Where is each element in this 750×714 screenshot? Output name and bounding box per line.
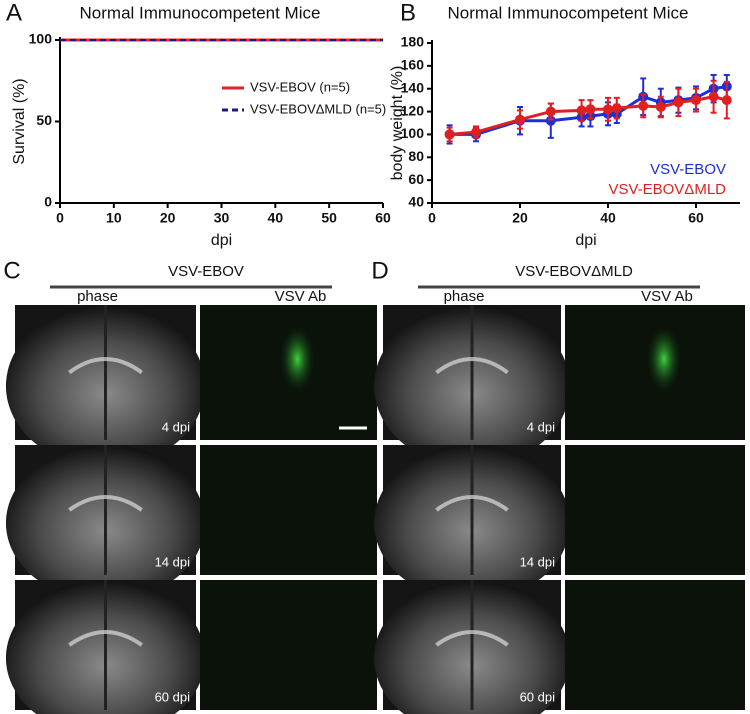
panel-label: A [6,0,22,26]
marker [673,97,684,108]
column-label: VSV Ab [641,288,693,305]
time-label: 60 dpi [155,689,191,704]
ventricle [435,630,509,647]
antibody-image [200,445,377,575]
column-label: VSV Ab [275,288,327,305]
panel-label: D [371,257,388,284]
time-label: 60 dpi [520,689,556,704]
marker [603,104,613,115]
x-tick-label: 50 [321,210,337,226]
y-tick-label: 80 [408,148,424,164]
chart-title: Normal Immunocompetent Mice [80,3,321,22]
panel-title: VSV-EBOV [168,263,244,280]
legend-label: VSV-EBOVΔMLD [608,181,726,198]
marker [721,95,732,106]
x-tick-label: 40 [600,210,616,226]
y-axis-label: Survival (%) [11,78,28,164]
x-tick-label: 40 [268,210,284,226]
time-label: 14 dpi [155,554,191,569]
chart-title: Normal Immunocompetent Mice [448,3,689,22]
ventricle [68,630,143,647]
marker [444,129,455,140]
x-tick-label: 20 [512,210,528,226]
y-tick-label: 100 [29,31,53,47]
antibody-signal [279,324,316,394]
y-tick-label: 0 [44,194,52,210]
x-tick-label: 30 [214,210,230,226]
panel-label: C [3,257,20,284]
column-label: phase [77,288,118,305]
y-tick-label: 50 [36,112,52,128]
legend-label: VSV-EBOV [650,161,726,178]
time-label: 4 dpi [527,419,555,434]
marker [545,115,556,126]
time-label: 14 dpi [520,554,556,569]
y-tick-label: 60 [408,171,424,187]
y-tick-label: 40 [408,194,424,210]
ventricle [435,495,509,512]
column-label: phase [444,288,485,305]
marker [638,100,649,111]
marker [708,91,719,102]
panel-title: VSV-EBOVΔMLD [515,263,633,280]
y-tick-label: 120 [401,102,425,118]
legend-label: VSV-EBOVΔMLD (n=5) [250,101,386,116]
x-axis-label: dpi [575,232,596,249]
legend-label: VSV-EBOV (n=5) [250,79,350,94]
y-tick-label: 140 [401,79,425,95]
x-tick-label: 60 [688,210,704,226]
x-axis-label: dpi [211,232,232,249]
antibody-signal [646,324,682,394]
y-tick-label: 100 [401,125,425,141]
x-tick-label: 0 [56,210,64,226]
marker [576,105,587,116]
marker [545,106,556,117]
y-axis-label: body weight (%) [389,66,406,181]
marker [611,103,622,114]
y-tick-label: 180 [401,34,425,50]
marker [471,127,481,138]
antibody-image [200,580,377,710]
x-tick-label: 10 [106,210,122,226]
antibody-image [565,445,745,575]
x-tick-label: 0 [428,210,436,226]
marker [691,95,701,106]
antibody-image [565,580,745,710]
ventricle [68,495,143,512]
panel-label: B [400,0,416,26]
x-tick-label: 20 [160,210,176,226]
x-tick-label: 60 [375,210,391,226]
y-tick-label: 160 [401,57,425,73]
time-label: 4 dpi [162,419,190,434]
marker [655,102,666,112]
ventricle [68,357,143,375]
ventricle [435,357,509,375]
marker [585,104,596,115]
marker [515,114,525,125]
